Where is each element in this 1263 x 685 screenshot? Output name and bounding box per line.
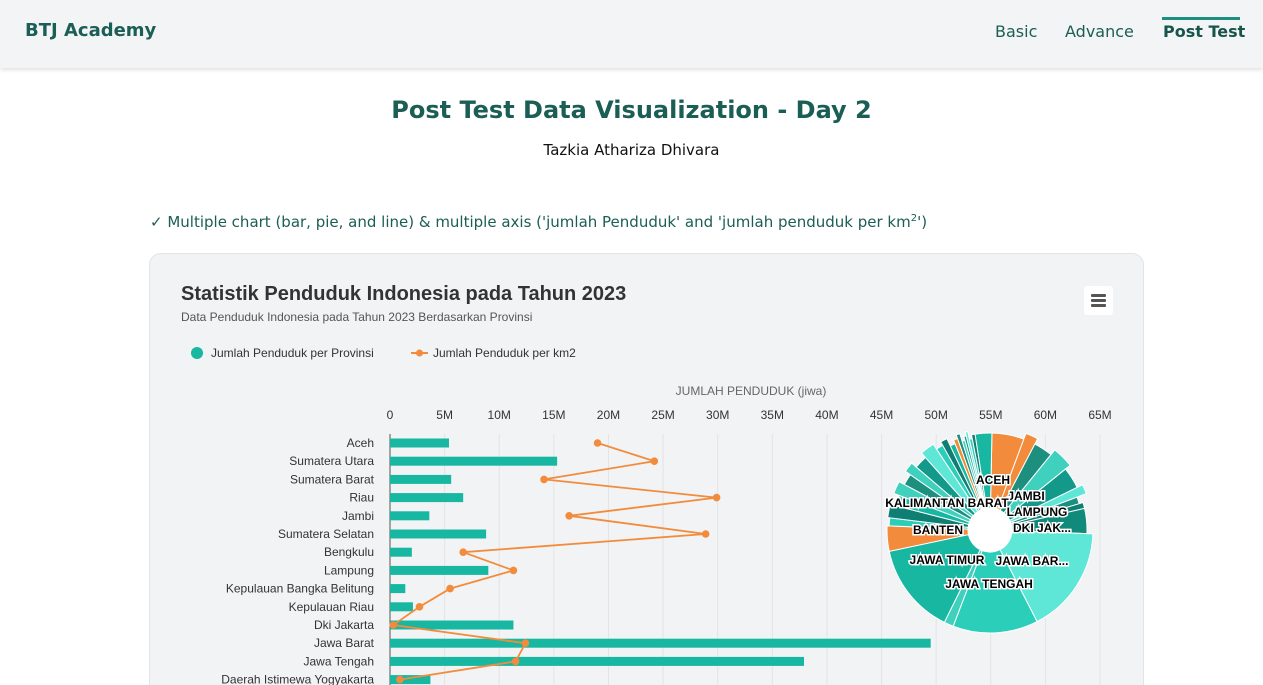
y-category-label: Jawa Barat xyxy=(314,636,375,650)
line-point xyxy=(565,512,573,520)
bar xyxy=(390,438,449,448)
bar xyxy=(390,584,406,594)
line-point xyxy=(521,639,530,647)
bar xyxy=(390,547,412,557)
x-tick-label: 25M xyxy=(651,408,674,422)
active-nav-indicator xyxy=(1162,17,1240,20)
nav-link-basic[interactable]: Basic xyxy=(995,22,1038,41)
legend-bar-swatch xyxy=(191,347,203,359)
line-point xyxy=(459,548,467,556)
line-series xyxy=(390,442,717,681)
line-point xyxy=(650,457,659,466)
x-tick-label: 35M xyxy=(761,408,784,422)
y-category-label: Lampung xyxy=(324,563,374,577)
legend-line-marker xyxy=(416,349,423,357)
x-tick-label: 40M xyxy=(815,408,838,422)
y-category-label: Sumatera Barat xyxy=(290,472,375,486)
navbar: BTJ Academy Basic Advance Post Test xyxy=(0,0,1263,68)
y-category-label: Aceh xyxy=(347,436,374,450)
pie-label: KALIMANTAN BARAT xyxy=(885,496,1009,510)
x-tick-label: 30M xyxy=(706,408,729,422)
menu-bar xyxy=(1091,294,1106,297)
bar xyxy=(390,529,487,539)
x-tick-label: 0 xyxy=(387,408,394,422)
y-category-label: Riau xyxy=(349,491,374,505)
task-text-end: ') xyxy=(917,213,928,231)
task-superscript: 2 xyxy=(910,213,918,224)
x-tick-label: 55M xyxy=(979,408,1002,422)
y-category-label: Bengkulu xyxy=(324,545,374,559)
task-description: ✓ Multiple chart (bar, pie, and line) & … xyxy=(150,213,927,231)
bar xyxy=(390,620,514,630)
y-category-label: Sumatera Selatan xyxy=(278,527,374,541)
bar xyxy=(390,638,931,648)
x-tick-label: 65M xyxy=(1088,408,1111,422)
y-category-label: Dki Jakarta xyxy=(314,618,374,632)
pie-label: DKI JAK... xyxy=(1013,521,1071,535)
y-category-label: Kepulauan Bangka Belitung xyxy=(226,582,374,596)
bar xyxy=(390,565,489,575)
y-category-label: Jambi xyxy=(342,509,374,523)
y-category-label: Kepulauan Riau xyxy=(289,600,374,614)
hamburger-menu-icon[interactable] xyxy=(1084,286,1113,315)
line-point xyxy=(593,439,602,447)
y-category-label: Daerah Istimewa Yogyakarta xyxy=(221,673,374,685)
pie-label: JAMBI xyxy=(1007,489,1044,503)
line-point xyxy=(389,621,398,629)
x-tick-label: 15M xyxy=(542,408,565,422)
bar xyxy=(390,456,558,466)
pie-hole xyxy=(968,508,1012,552)
line-point xyxy=(446,584,454,593)
legend-line-label: Jumlah Penduduk per km2 xyxy=(433,346,576,360)
page-author: Tazkia Athariza Dhivara xyxy=(543,141,720,159)
line-point xyxy=(396,675,404,684)
bar xyxy=(390,602,413,612)
line-point xyxy=(712,493,721,502)
brand-logo-text[interactable]: BTJ Academy xyxy=(25,20,157,41)
pie-label: JAWA BAR... xyxy=(996,554,1069,568)
y-category-label: Jawa Tengah xyxy=(304,654,375,668)
bar xyxy=(390,511,430,521)
x-tick-label: 20M xyxy=(597,408,620,422)
bar xyxy=(390,474,452,484)
nav-link-post-test[interactable]: Post Test xyxy=(1163,22,1246,41)
line-point xyxy=(540,475,548,484)
pie-label: BANTEN xyxy=(913,523,963,537)
line-point xyxy=(415,603,424,611)
menu-bar xyxy=(1091,299,1106,302)
x-tick-label: 50M xyxy=(924,408,947,422)
pie-label: LAMPUNG xyxy=(1007,505,1068,519)
y-category-label: Sumatera Utara xyxy=(289,454,374,468)
x-tick-label: 5M xyxy=(436,408,453,422)
pie-label: JAWA TENGAH xyxy=(945,577,1033,591)
task-text: ✓ Multiple chart (bar, pie, and line) & … xyxy=(150,213,911,231)
bar xyxy=(390,656,804,666)
chart-title: Statistik Penduduk Indonesia pada Tahun … xyxy=(181,283,627,305)
line-point xyxy=(701,530,710,538)
menu-bar xyxy=(1091,304,1106,307)
bar xyxy=(390,675,431,685)
x-tick-label: 10M xyxy=(488,408,511,422)
line-point xyxy=(509,566,518,575)
pie-label: ACEH xyxy=(976,473,1010,487)
bar xyxy=(390,493,464,503)
line-point xyxy=(511,657,520,666)
x-tick-label: 60M xyxy=(1034,408,1057,422)
x-axis-title: JUMLAH PENDUDUK (jiwa) xyxy=(676,384,827,398)
pie-label: JAWA TIMUR xyxy=(910,553,985,567)
chart-subtitle: Data Penduduk Indonesia pada Tahun 2023 … xyxy=(181,310,533,324)
legend-bar-label: Jumlah Penduduk per Provinsi xyxy=(211,346,374,360)
page-title: Post Test Data Visualization - Day 2 xyxy=(391,96,872,124)
nav-link-advance[interactable]: Advance xyxy=(1065,22,1134,41)
x-tick-label: 45M xyxy=(870,408,893,422)
